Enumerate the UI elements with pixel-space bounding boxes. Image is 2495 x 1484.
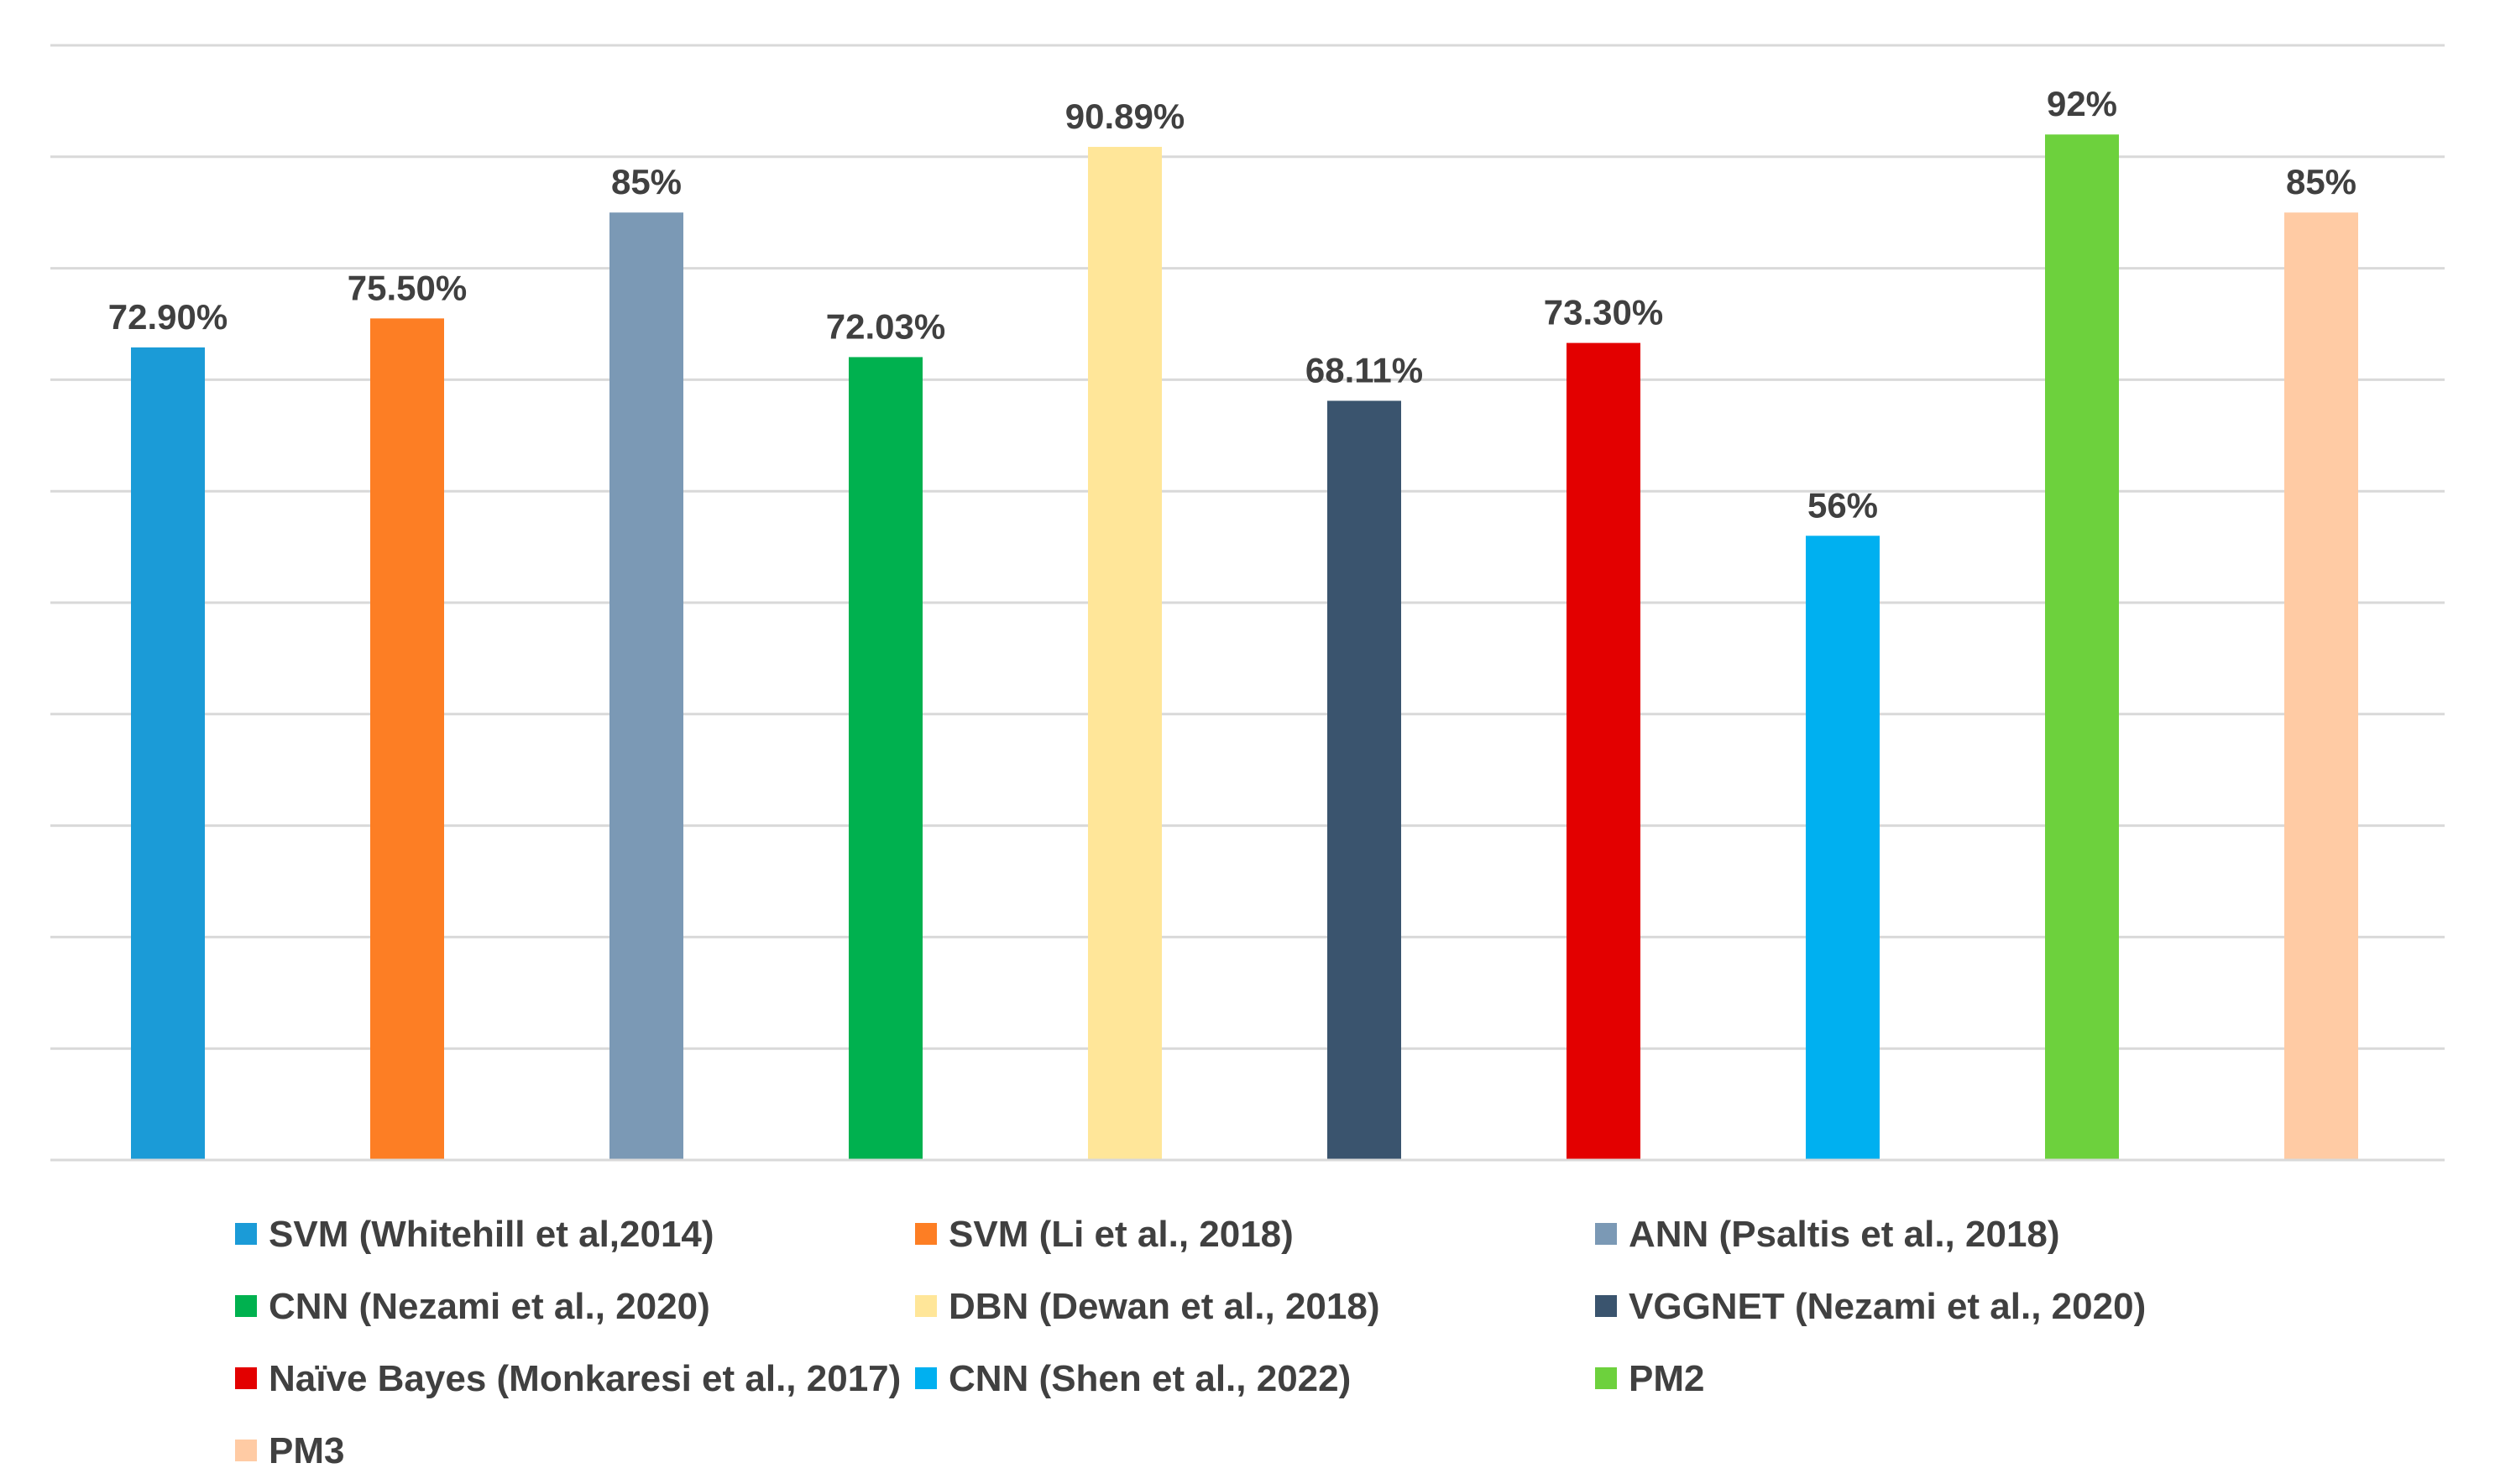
data-label-8: 56% (1807, 485, 1878, 525)
data-labels: 72.90% 75.50% 85% 72.03% 90.89% 68.11% 73.30% 5… (108, 84, 2356, 525)
legend-label-3: ANN (Psaltis et al., 2018) (1629, 1214, 2060, 1255)
legend-item-2: SVM (Li et al., 2018) (915, 1214, 1294, 1255)
bar-8 (1806, 536, 1880, 1160)
legend-swatch-7 (235, 1367, 257, 1389)
bar-2 (370, 318, 444, 1160)
legend-label-9: PM2 (1629, 1358, 1704, 1399)
legend-item-4: CNN (Nezami et al., 2020) (235, 1286, 710, 1327)
legend-label-1: SVM (Whitehill et al,2014) (269, 1214, 714, 1255)
data-label-10: 85% (2286, 162, 2356, 201)
legend-swatch-9 (1595, 1367, 1617, 1389)
legend-swatch-5 (915, 1295, 937, 1317)
legend: SVM (Whitehill et al,2014) SVM (Li et al.… (235, 1214, 2146, 1471)
legend-label-7: Naïve Bayes (Monkaresi et al., 2017) (269, 1358, 901, 1399)
legend-swatch-3 (1595, 1223, 1617, 1245)
bar-5 (1088, 146, 1162, 1160)
bar-6 (1327, 400, 1401, 1160)
legend-label-10: PM3 (269, 1430, 344, 1471)
bar-1 (131, 347, 205, 1160)
legend-label-4: CNN (Nezami et al., 2020) (269, 1286, 710, 1327)
legend-swatch-1 (235, 1223, 257, 1245)
legend-label-5: DBN (Dewan et al., 2018) (949, 1286, 1380, 1327)
data-label-7: 73.30% (1544, 293, 1663, 332)
legend-swatch-2 (915, 1223, 937, 1245)
bar-4 (849, 357, 923, 1160)
legend-item-3: ANN (Psaltis et al., 2018) (1595, 1214, 2060, 1255)
legend-item-10: PM3 (235, 1430, 344, 1471)
data-label-9: 92% (2047, 84, 2117, 123)
gridlines (50, 44, 2445, 1050)
legend-label-2: SVM (Li et al., 2018) (949, 1214, 1294, 1255)
data-label-2: 75.50% (348, 268, 467, 307)
bar-10 (2284, 212, 2358, 1161)
bar-3 (609, 212, 683, 1161)
legend-item-5: DBN (Dewan et al., 2018) (915, 1286, 1380, 1327)
legend-item-9: PM2 (1595, 1358, 1704, 1399)
legend-item-8: CNN (Shen et al., 2022) (915, 1358, 1351, 1399)
legend-label-8: CNN (Shen et al., 2022) (949, 1358, 1351, 1399)
legend-label-6: VGGNET (Nezami et al., 2020) (1629, 1286, 2146, 1327)
data-label-3: 85% (611, 162, 682, 201)
legend-swatch-8 (915, 1367, 937, 1389)
legend-item-6: VGGNET (Nezami et al., 2020) (1595, 1286, 2146, 1327)
data-label-6: 68.11% (1305, 350, 1423, 389)
data-label-5: 90.89% (1065, 97, 1185, 136)
bar-7 (1567, 342, 1640, 1160)
legend-item-7: Naïve Bayes (Monkaresi et al., 2017) (235, 1358, 901, 1399)
legend-swatch-10 (235, 1440, 257, 1461)
legend-swatch-4 (235, 1295, 257, 1317)
data-label-4: 72.03% (826, 306, 945, 346)
bar-9 (2045, 134, 2119, 1161)
data-label-1: 72.90% (108, 297, 228, 337)
bars (131, 134, 2358, 1161)
legend-swatch-6 (1595, 1295, 1617, 1317)
legend-item-1: SVM (Whitehill et al,2014) (235, 1214, 714, 1255)
